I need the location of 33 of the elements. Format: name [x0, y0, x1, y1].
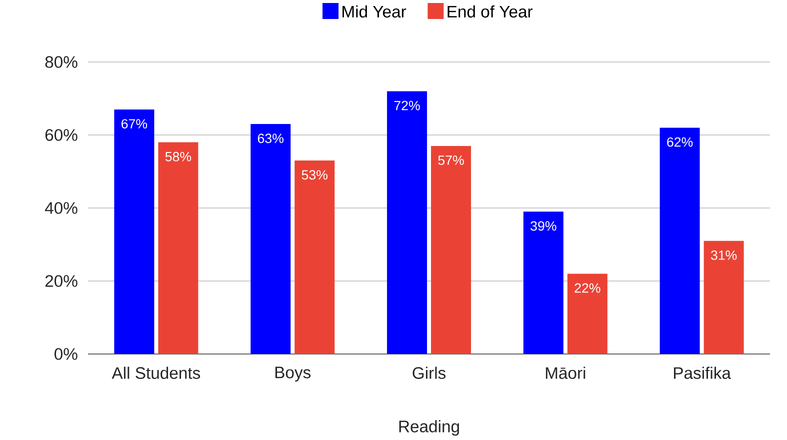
bar [294, 160, 335, 354]
y-tick-label: 60% [45, 129, 78, 141]
y-tick-label: 20% [45, 275, 78, 287]
data-label: 57% [438, 156, 464, 165]
data-label: 53% [302, 170, 328, 180]
bar [523, 212, 564, 354]
bar [158, 142, 198, 354]
legend-label: End of Year [448, 5, 533, 18]
data-label: 62% [667, 137, 693, 147]
data-label: 72% [394, 100, 420, 110]
x-tick-label: Pasifika [674, 366, 731, 379]
x-tick-label: Māori [546, 366, 586, 379]
x-axis-title: Reading [399, 420, 459, 436]
x-tick-label: Girls [412, 366, 446, 379]
data-label: 67% [122, 119, 148, 128]
bar [431, 146, 472, 354]
data-label: 63% [258, 134, 284, 144]
bar [567, 274, 608, 354]
y-tick-label: 40% [44, 202, 78, 214]
y-tick-label: 80% [45, 56, 78, 68]
x-tick-label: Boys [275, 366, 311, 382]
bar [250, 124, 291, 354]
bar [704, 240, 744, 354]
bar [660, 128, 700, 354]
y-tick-label: 0% [54, 348, 78, 360]
data-label: 31% [710, 250, 737, 260]
data-label: 39% [530, 221, 556, 231]
data-label: 58% [165, 152, 192, 162]
bar [114, 109, 154, 354]
data-label: 22% [574, 283, 600, 293]
bar [387, 91, 428, 354]
x-tick-label: All Students [112, 366, 200, 379]
legend-label: Mid Year [342, 5, 406, 18]
